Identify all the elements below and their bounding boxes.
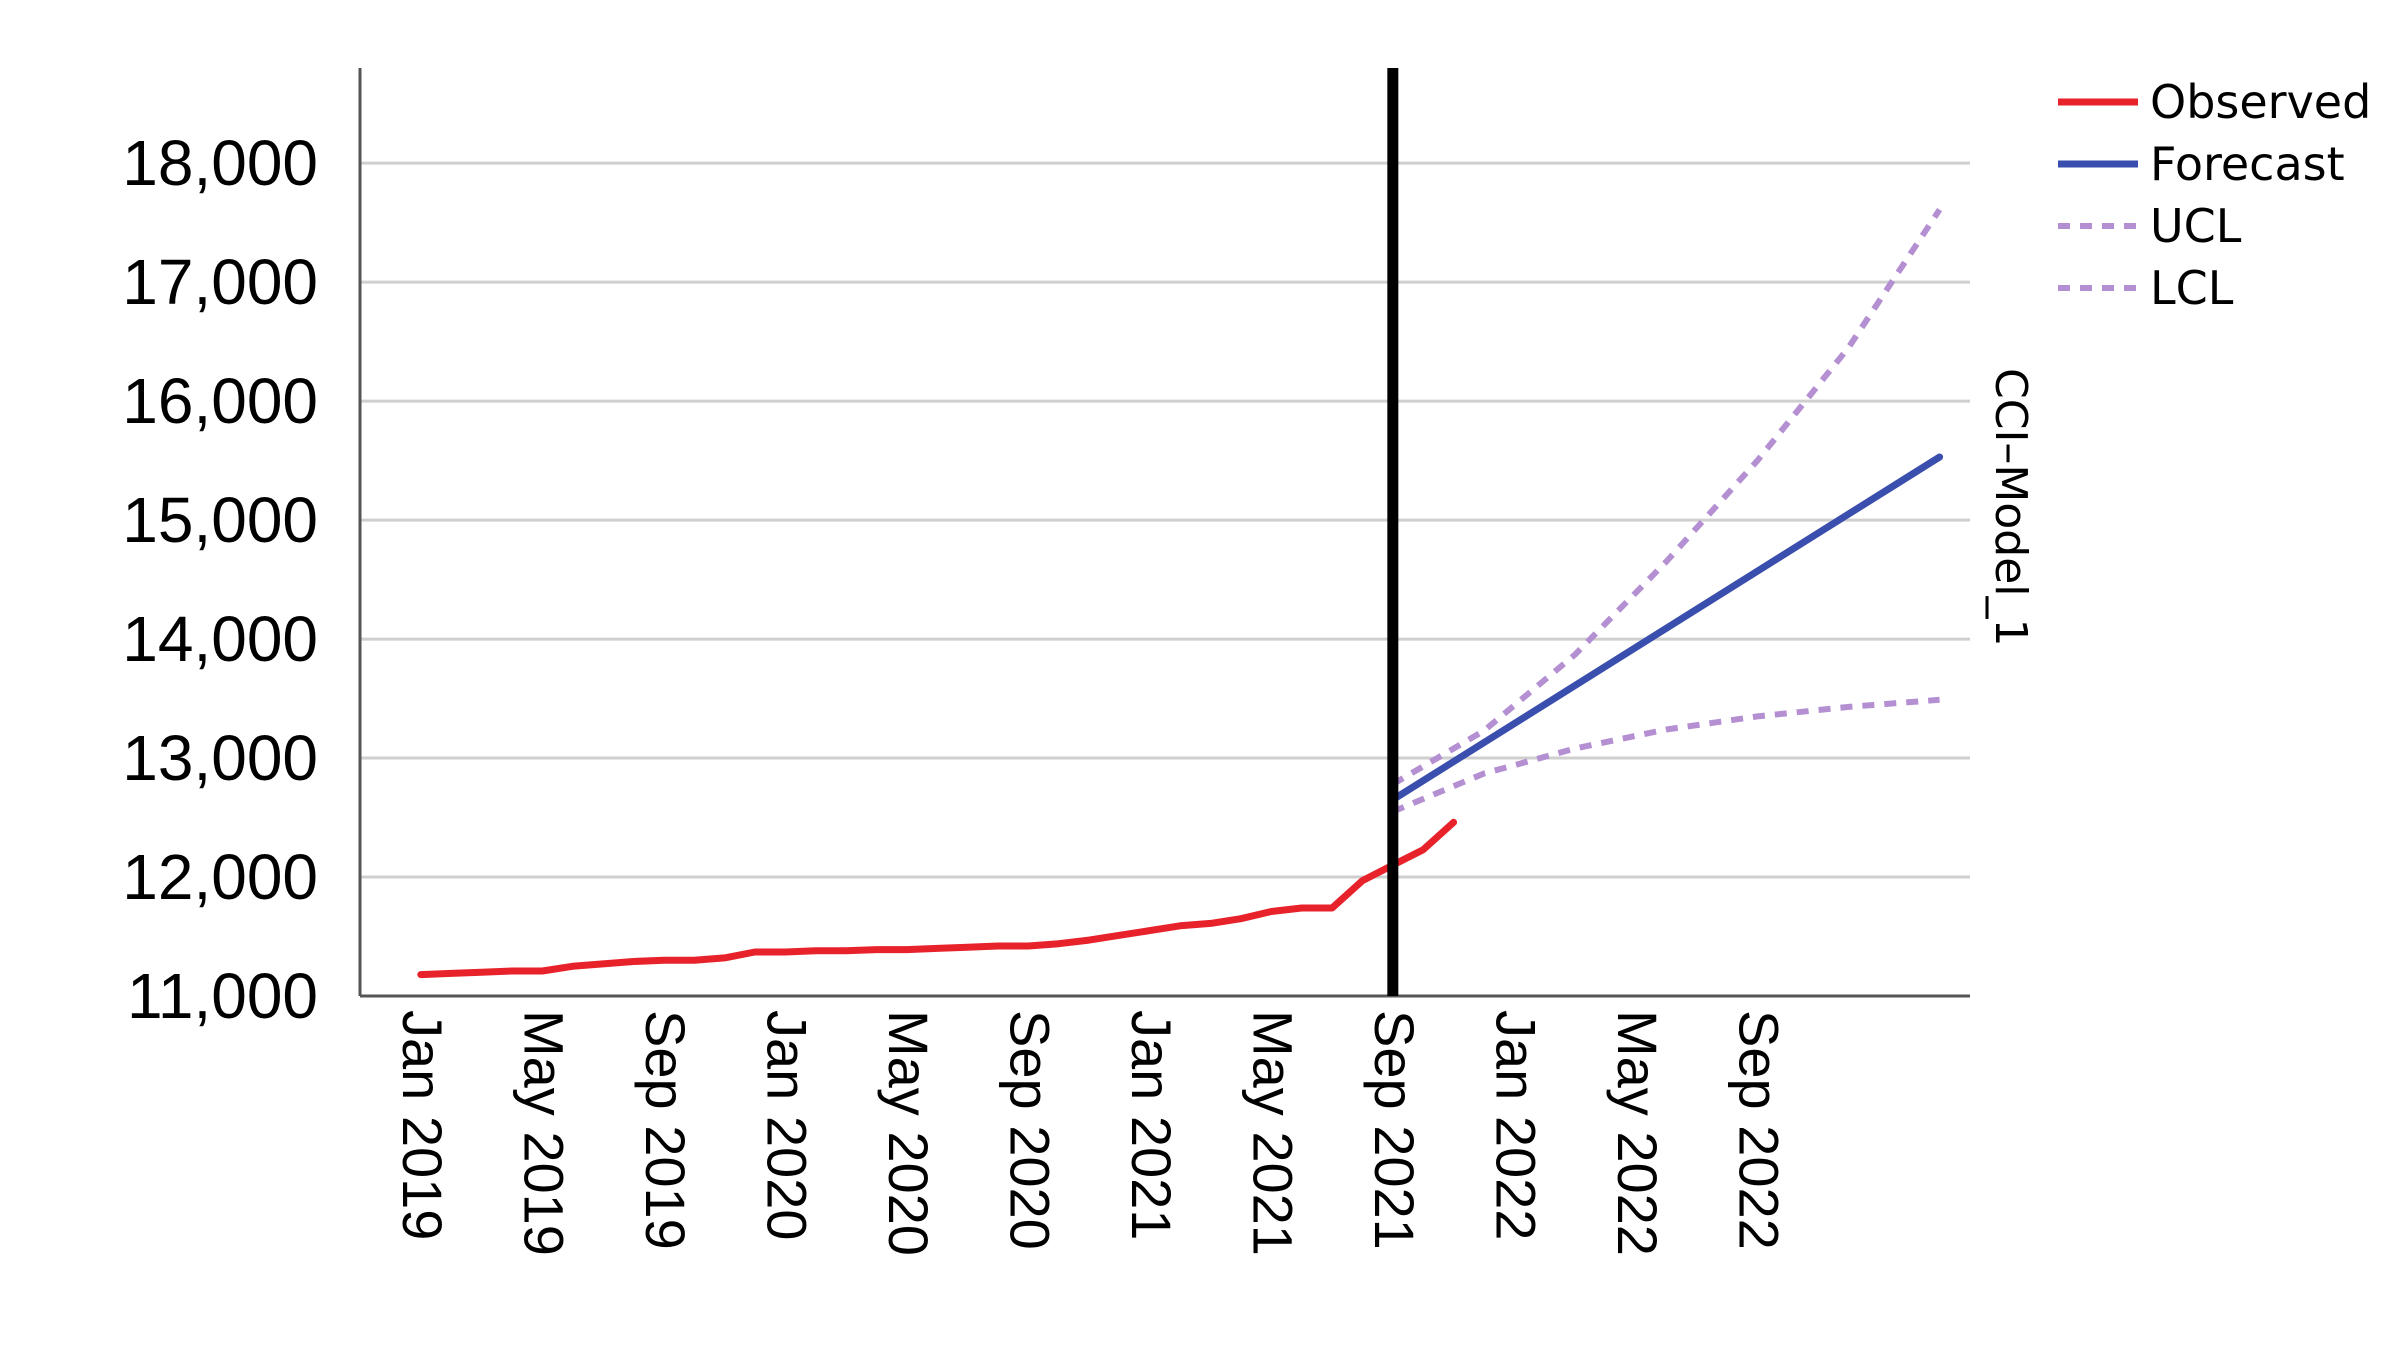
y-tick-label: 12,000: [122, 841, 318, 913]
x-tick-label: Sep 2020: [998, 1010, 1061, 1250]
x-tick-label: May 2019: [512, 1010, 575, 1256]
x-tick-label: May 2020: [877, 1010, 940, 1256]
series-lines: [417, 207, 1944, 979]
x-tick-label: Jan 2021: [1120, 1010, 1183, 1240]
x-tick-label: Sep 2022: [1727, 1010, 1790, 1250]
model-label: CCI–Model_1: [1985, 368, 2036, 647]
x-tick-label: May 2021: [1241, 1010, 1304, 1256]
legend-label-ucl: UCL: [2150, 199, 2242, 253]
x-tick-label: Sep 2021: [1363, 1010, 1426, 1250]
y-tick-label: 11,000: [127, 960, 318, 1032]
legend-label-observed: Observed: [2150, 75, 2371, 129]
x-tick-label: Sep 2019: [634, 1010, 697, 1250]
y-tick-label: 14,000: [122, 603, 318, 675]
gridlines: [360, 161, 1970, 879]
x-tick-label: Jan 2022: [1484, 1010, 1547, 1240]
y-tick-label: 17,000: [122, 246, 318, 318]
y-tick-label: 15,000: [122, 484, 318, 556]
x-axis-ticks: Jan 2019 May 2019 Sep 2019 Jan 2020 May 2020…: [391, 1010, 1791, 1256]
x-tick-label: Jan 2019: [391, 1010, 454, 1240]
series-line-lcl: [1391, 696, 1940, 815]
x-tick-label: May 2022: [1606, 1010, 1669, 1256]
series-line-observed: [417, 818, 1458, 979]
x-tick-label: Jan 2020: [755, 1010, 818, 1240]
legend-label-forecast: Forecast: [2150, 137, 2345, 191]
y-tick-label: 16,000: [122, 365, 318, 437]
legend: Observed Forecast UCL LCL: [2058, 75, 2371, 315]
axes: [358, 68, 1970, 998]
legend-label-lcl: LCL: [2150, 261, 2234, 315]
series-line-forecast: [1389, 453, 1944, 804]
y-tick-label: 13,000: [122, 722, 318, 794]
series-line-ucl: [1391, 207, 1943, 787]
y-axis-ticks: 11,000 12,000 13,000 14,000 15,000 16,000 17,0…: [122, 127, 318, 1032]
y-tick-label: 18,000: [122, 127, 318, 199]
